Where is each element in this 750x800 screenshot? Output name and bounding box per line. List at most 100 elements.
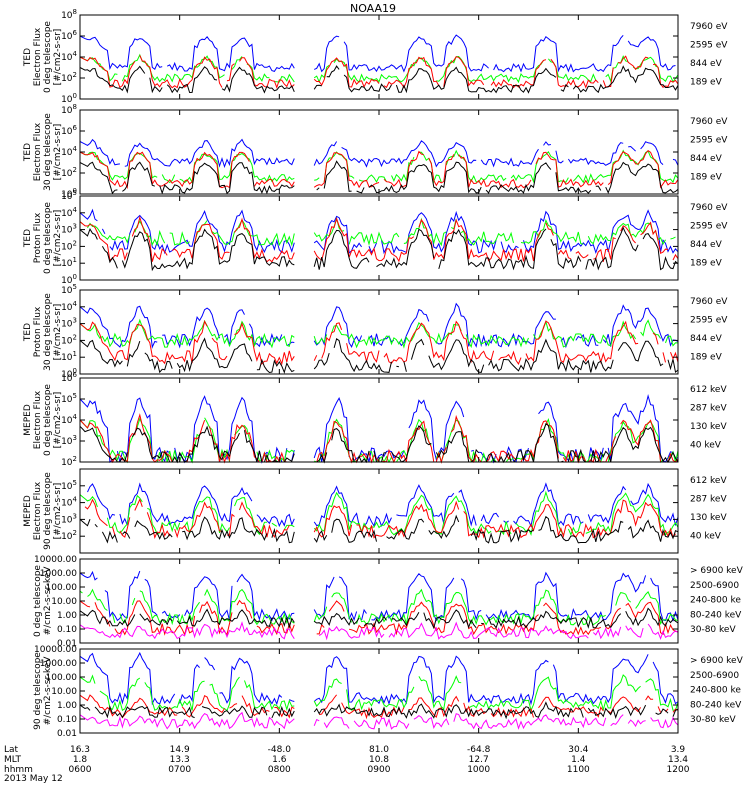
x-row-label: 2013 May 12	[4, 774, 63, 784]
legend-entry: 189 eV	[690, 173, 723, 183]
legend-entry: 287 keV	[690, 404, 727, 414]
x-tick-label: 0800	[268, 765, 291, 775]
legend-entry: 189 eV	[690, 353, 723, 363]
x-tick-label: 1.8	[73, 755, 88, 765]
trace-189-ev	[79, 302, 679, 349]
y-axis-label: 0 deg telescope#/cm2-s-sr-keV	[33, 565, 53, 637]
x-tick-label: 12.7	[469, 755, 489, 765]
legend-entry: 130 keV	[690, 513, 727, 523]
y-axis-label: 90 deg telescope#/cm2-s-sr-keV	[33, 652, 53, 730]
y-tick-label: 108	[61, 8, 77, 21]
trace-612-kev	[79, 514, 679, 544]
trace-2595-ev	[79, 55, 679, 89]
trace-189-ev	[79, 34, 676, 73]
figure-title: NOAA19	[350, 2, 396, 15]
legend-entry: 844 eV	[690, 154, 723, 164]
trace-130-kev	[79, 490, 679, 537]
x-tick-label: -48.0	[268, 745, 292, 755]
y-tick-label: 10.00	[51, 687, 77, 697]
legend-entry: 189 eV	[690, 259, 723, 269]
y-tick-label: 102	[61, 455, 77, 468]
x-tick-label: -64.8	[467, 745, 491, 755]
y-tick-label: 106	[61, 124, 77, 137]
trace-80-240-kev	[79, 674, 679, 712]
y-axis-label: TEDProton Flux0 deg telescope[#/cm2-s-sr…	[23, 202, 63, 274]
legend-entry: 7960 eV	[690, 203, 728, 213]
legend-entry: 2595 eV	[690, 136, 728, 146]
y-axis-label: TEDProton Flux30 deg telescope[#/cm2-s-s…	[23, 293, 63, 371]
panel-frame	[79, 377, 679, 463]
y-tick-label: 106	[61, 29, 77, 42]
y-tick-label: 10000.00	[34, 555, 77, 565]
trace-2500-6900	[79, 701, 679, 720]
legend-entry: 130 keV	[690, 422, 727, 432]
panel-frame	[79, 648, 679, 734]
x-tick-label: 3.9	[671, 745, 686, 755]
y-axis-label: MEPEDElectron Flux90 deg telescope[#/cm2…	[23, 472, 63, 550]
legend-entry: 287 keV	[690, 495, 727, 505]
legend-entry: 2595 eV	[690, 222, 728, 232]
legend-entry: 30-80 keV	[690, 625, 736, 635]
legend-entry: 189 eV	[690, 78, 723, 88]
x-tick-label: 14.9	[170, 745, 190, 755]
x-tick-label: 1000	[467, 765, 490, 775]
x-tick-label: 0600	[69, 765, 92, 775]
y-tick-label: 1000.00	[40, 659, 77, 669]
x-tick-label: 13.4	[668, 755, 688, 765]
trace-30-80-kev	[79, 651, 679, 706]
y-axis-label: MEPEDElectron Flux0 deg telescope[#/cm2-…	[23, 384, 63, 456]
trace-7960-ev	[79, 160, 679, 195]
y-tick-label: 105	[61, 479, 77, 492]
legend-entry: 80-240 keV	[690, 700, 742, 710]
x-tick-label: 81.0	[369, 745, 389, 755]
trace-80-240-kev	[79, 588, 679, 626]
trace-30-80-kev	[79, 570, 679, 622]
legend-entry: 240-800 ke	[690, 596, 741, 606]
y-tick-label: 103	[61, 223, 77, 236]
trace--6900-kev	[79, 711, 679, 730]
y-tick-label: 0.01	[57, 639, 77, 649]
trace-7960-ev	[79, 337, 679, 374]
legend-entry: 240-800 ke	[690, 686, 741, 696]
y-tick-label: 101	[61, 350, 77, 363]
legend-entry: 80-240 keV	[690, 610, 742, 620]
x-tick-label: 0900	[368, 765, 391, 775]
x-tick-label: 16.3	[70, 745, 90, 755]
y-axis-label: TEDElectron Flux0 deg telescope[#/cm2-s-…	[23, 21, 63, 93]
legend-entry: 2595 eV	[690, 316, 728, 326]
y-tick-label: 1000.00	[40, 569, 77, 579]
x-tick-label: 1.4	[571, 755, 586, 765]
y-tick-label: 104	[61, 496, 77, 509]
x-tick-label: 13.3	[170, 755, 190, 765]
y-tick-label: 100.00	[46, 673, 78, 683]
legend-entry: 844 eV	[690, 334, 723, 344]
legend-entry: 2500-6900	[690, 671, 739, 681]
y-tick-label: 10.00	[51, 597, 77, 607]
trace-844-ev	[79, 149, 679, 184]
trace-189-ev	[79, 208, 679, 255]
y-tick-label: 100.00	[46, 583, 78, 593]
y-tick-label: 102	[61, 239, 77, 252]
trace-189-ev	[79, 138, 679, 169]
y-tick-label: 10000.00	[34, 645, 77, 655]
legend-entry: 2500-6900	[690, 581, 739, 591]
legend-entry: 2595 eV	[690, 41, 728, 51]
trace-287-kev	[79, 413, 679, 464]
legend-entry: 40 keV	[690, 441, 722, 451]
trace-7960-ev	[79, 226, 679, 272]
x-tick-label: 1100	[567, 765, 590, 775]
panel-8: 0.01 0.10 1.00 10.00 100.00 1000.00 10000.0090…	[33, 645, 744, 739]
legend-entry: 30-80 keV	[690, 715, 736, 725]
y-tick-label: 105	[61, 392, 77, 405]
trace-287-kev	[84, 498, 676, 540]
x-tick-label: 0700	[168, 765, 191, 775]
x-row-label: Lat	[4, 745, 19, 755]
legend-entry: 844 eV	[690, 240, 723, 250]
trace-2500-6900	[79, 607, 679, 630]
legend-entry: 612 keV	[690, 385, 727, 395]
